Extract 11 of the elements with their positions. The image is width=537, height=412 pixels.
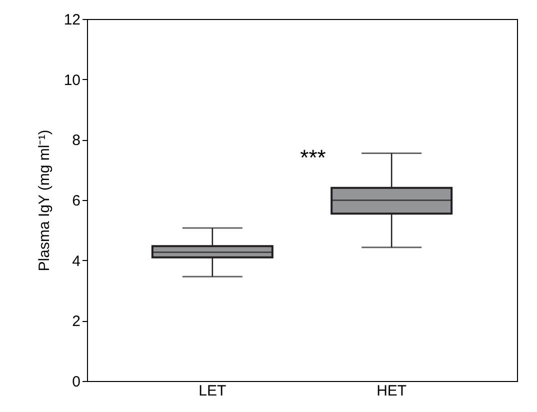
y-tick-label: 12 bbox=[64, 12, 80, 28]
y-axis-title: Plasma IgY (mg ml⁻¹) bbox=[36, 130, 53, 272]
y-tick-label: 0 bbox=[72, 374, 80, 390]
y-tick-label: 2 bbox=[72, 313, 80, 330]
y-tick-label: 6 bbox=[72, 192, 80, 210]
x-tick-label: HET bbox=[376, 382, 407, 400]
y-tick-label: 4 bbox=[72, 252, 80, 270]
annotation: *** bbox=[300, 145, 326, 170]
x-tick-label: LET bbox=[198, 382, 226, 400]
y-tick-label: 10 bbox=[64, 72, 80, 89]
y-tick-label: 8 bbox=[72, 132, 80, 150]
